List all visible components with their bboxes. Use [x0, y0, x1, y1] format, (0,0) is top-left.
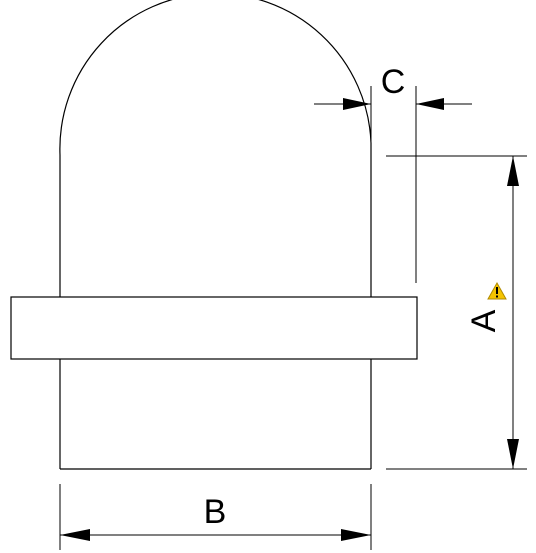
- dim-a-label: A: [465, 309, 503, 332]
- dim-b-arrow-right: [341, 529, 371, 541]
- dim-c-arrow-left: [343, 98, 371, 110]
- dim-c-label: C: [381, 63, 406, 101]
- dome-outline: [59, 0, 372, 156]
- dim-b-label: B: [204, 493, 227, 531]
- dim-b-arrow-left: [60, 529, 90, 541]
- flange-band: [10, 296, 418, 360]
- dim-c-arrow-right: [416, 98, 444, 110]
- dim-a-arrow-top: [507, 156, 519, 186]
- dim-a-arrow-bottom: [507, 439, 519, 469]
- warning-triangle-icon: [487, 281, 507, 300]
